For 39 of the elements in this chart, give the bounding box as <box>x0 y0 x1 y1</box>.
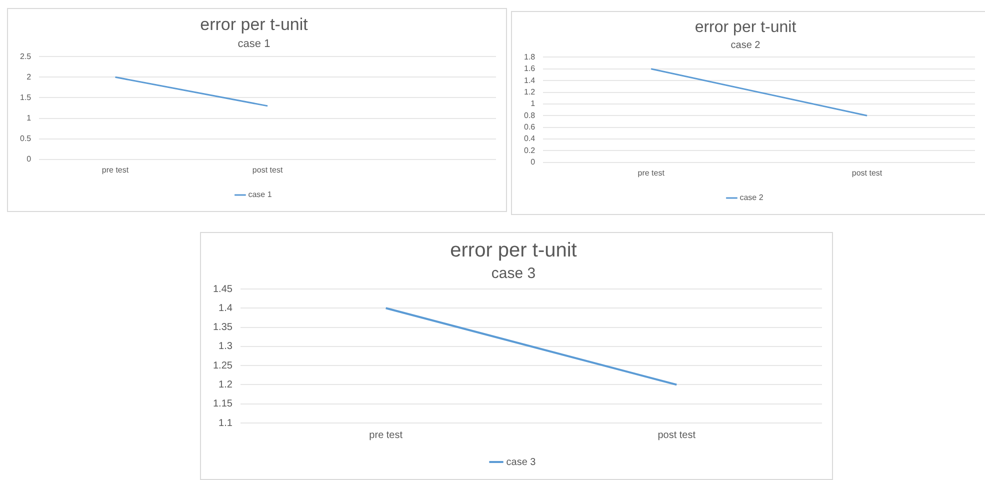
x-tick-label: post test <box>852 168 883 178</box>
chart-title: error per t-unit <box>694 19 797 36</box>
y-tick-label: 1.35 <box>212 322 233 334</box>
chart-subtitle: case 3 <box>491 265 536 282</box>
y-tick-label: 1 <box>530 99 536 108</box>
y-tick-label: 1.8 <box>524 52 536 62</box>
y-tick-label: 0.2 <box>524 146 536 155</box>
x-tick-label: pre test <box>102 165 130 174</box>
y-tick-label: 1.1 <box>218 418 233 429</box>
y-tick-label: 0 <box>530 158 536 167</box>
y-tick-label: 1.4 <box>218 302 233 314</box>
y-tick-label: 1.4 <box>524 76 536 85</box>
y-tick-label: 0.6 <box>524 122 536 132</box>
y-tick-label: 1.2 <box>218 379 233 390</box>
y-tick-label: 0.4 <box>524 134 536 144</box>
y-tick-label: 2.5 <box>20 52 32 61</box>
y-tick-label: 2 <box>26 72 32 82</box>
y-tick-label: 0 <box>26 154 32 164</box>
legend-label: case 1 <box>248 190 272 200</box>
chart-title: error per t-unit <box>200 14 308 34</box>
y-tick-label: 1.5 <box>20 92 32 102</box>
x-tick-label: post test <box>658 430 696 441</box>
legend-label: case 3 <box>506 456 536 468</box>
y-tick-label: 1.6 <box>524 64 536 74</box>
chart-subtitle: case 1 <box>238 38 270 50</box>
y-tick-label: 1 <box>26 113 32 122</box>
y-tick-label: 1.2 <box>524 87 536 96</box>
chart-title: error per t-unit <box>450 240 578 262</box>
y-tick-label: 1.3 <box>218 341 233 352</box>
chart-subtitle: case 2 <box>730 40 761 51</box>
y-tick-label: 1.25 <box>212 360 233 372</box>
x-tick-label: post test <box>252 165 284 174</box>
y-tick-label: 1.45 <box>212 284 233 295</box>
y-tick-label: 0.5 <box>20 134 32 144</box>
y-tick-label: 1.15 <box>212 398 233 410</box>
legend-label: case 2 <box>740 193 764 202</box>
y-tick-label: 0.8 <box>524 110 536 120</box>
x-tick-label: pre test <box>369 430 403 441</box>
x-tick-label: pre test <box>638 168 666 178</box>
